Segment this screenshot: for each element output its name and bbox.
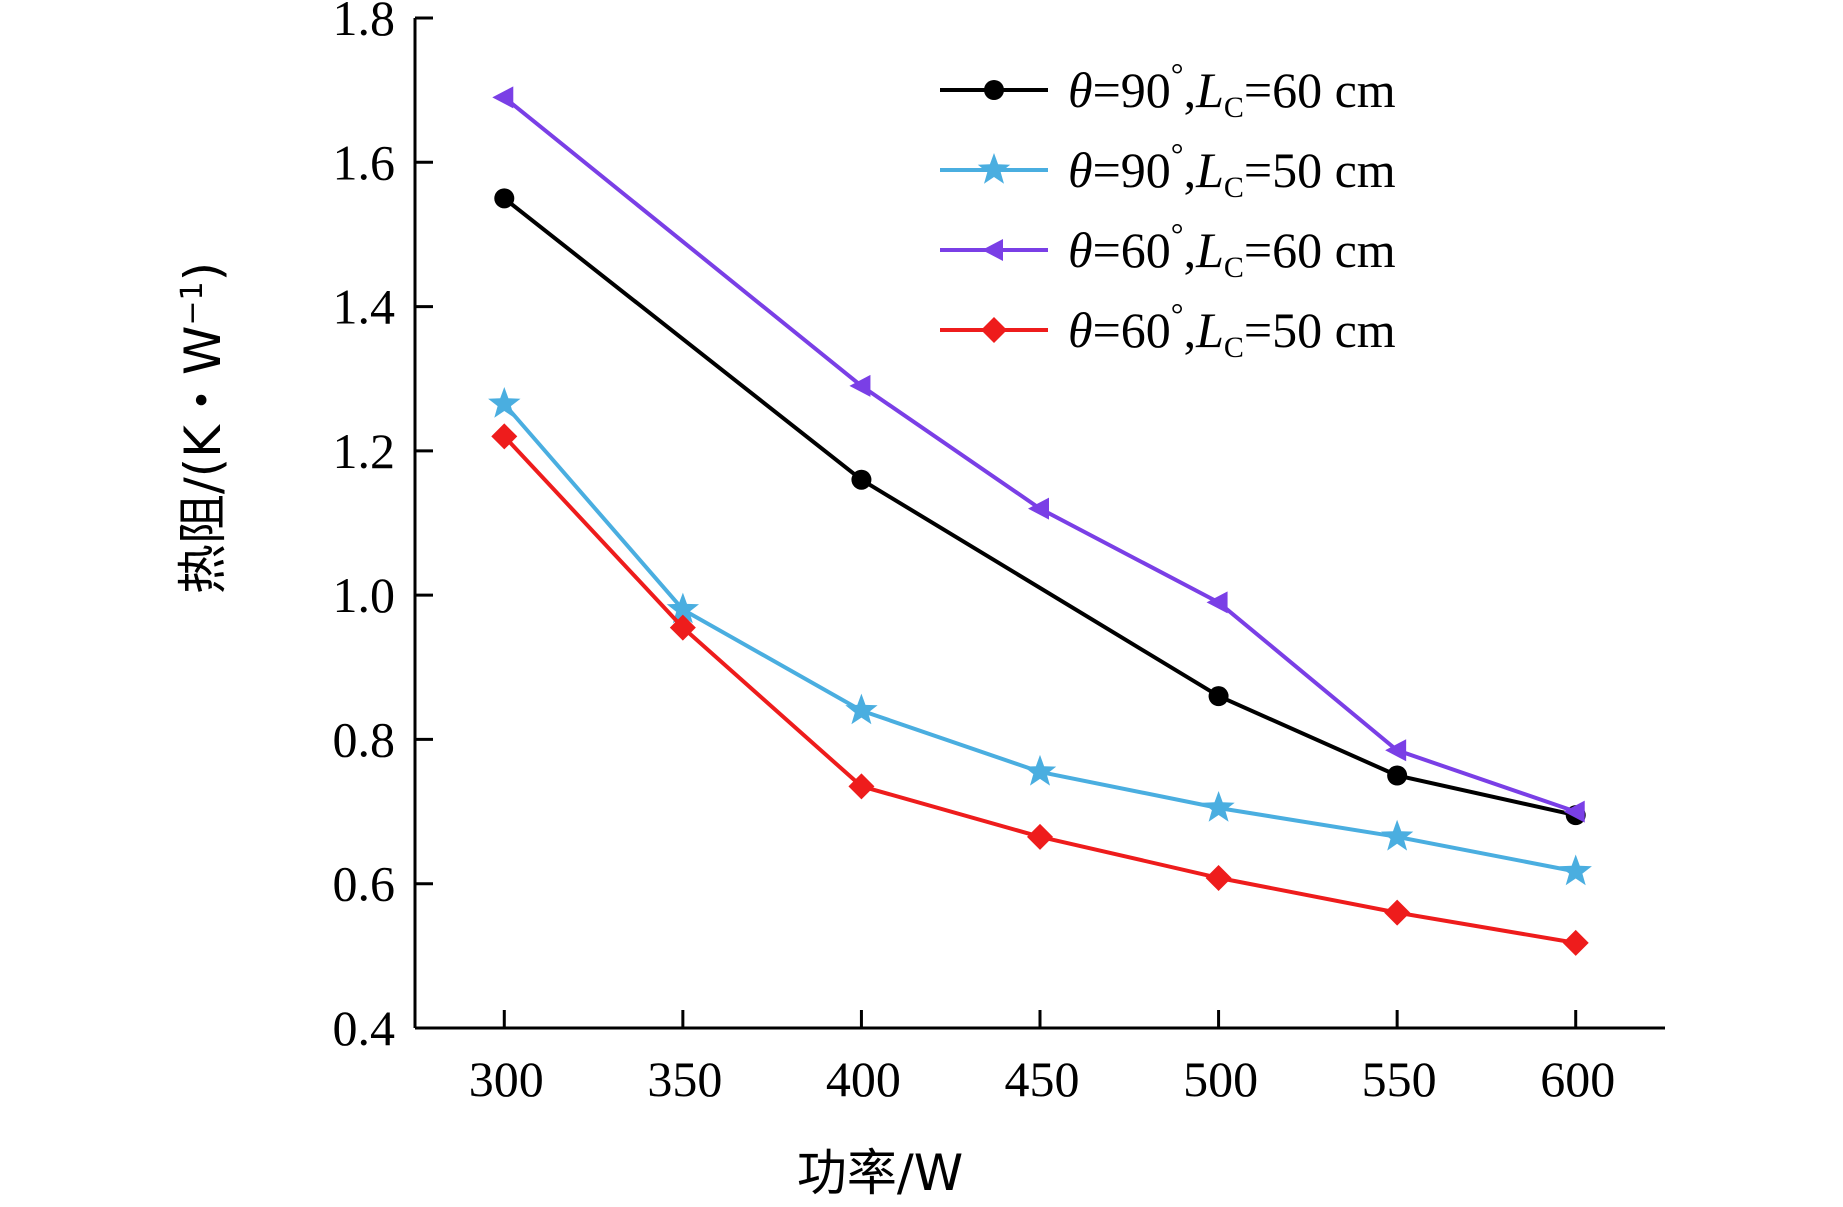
y-tick-label: 1.6	[333, 134, 396, 190]
data-point	[1023, 754, 1057, 786]
data-point	[1387, 765, 1408, 786]
y-tick-label: 1.0	[333, 567, 396, 623]
data-point	[1385, 739, 1407, 762]
data-point	[1381, 819, 1414, 851]
data-point	[851, 469, 872, 490]
legend-label-part: ,	[1184, 222, 1197, 278]
data-point	[1208, 686, 1229, 707]
legend-label-part: =60	[1093, 302, 1171, 358]
legend-label-part: °	[1171, 296, 1184, 332]
x-tick-label: 550	[1362, 1051, 1437, 1107]
legend: θ=90°,LC=60 cmθ=90°,LC=50 cmθ=60°,LC=60 …	[940, 56, 1396, 364]
y-tick-label: 1.4	[333, 279, 396, 335]
legend-label-part: ,	[1184, 62, 1197, 118]
legend-label-part: C	[1224, 331, 1244, 364]
series-layer	[488, 86, 1592, 956]
legend-label-part: C	[1224, 91, 1244, 124]
x-tick-label: 300	[469, 1051, 544, 1107]
legend-label-part: θ	[1068, 142, 1093, 198]
legend-label-part: °	[1171, 136, 1184, 172]
y-tick-label: 1.2	[333, 423, 396, 479]
legend-entry: θ=60°,LC=50 cm	[940, 296, 1396, 364]
data-point	[492, 86, 514, 109]
y-axis-title-main: 热阻/(K・W	[174, 326, 232, 595]
series-4	[491, 423, 1589, 956]
legend-label-part: C	[1224, 171, 1244, 204]
y-tick-label: 0.4	[333, 1000, 396, 1056]
legend-entry: θ=60°,LC=60 cm	[940, 216, 1396, 284]
legend-marker	[981, 317, 1007, 343]
series-2	[488, 387, 1592, 886]
data-point	[1559, 854, 1592, 886]
y-axis-title-exponent: −1	[175, 281, 210, 325]
axes: 0.4 0.6 0.8 1.0 1.2 1.4 1.6 1.8 300 350 400 450 500 5…	[333, 0, 1665, 1107]
data-point	[849, 374, 871, 397]
data-point	[1563, 800, 1585, 823]
legend-label: θ=60°,LC=60 cm	[1068, 216, 1396, 284]
legend-entry: θ=90°,LC=60 cm	[940, 56, 1396, 124]
data-point	[494, 188, 515, 209]
legend-label-part: L	[1195, 222, 1224, 278]
legend-label-part: θ	[1068, 302, 1093, 358]
y-axis-title: 热阻/(K・W−1)	[174, 262, 232, 594]
legend-label-part: θ	[1068, 62, 1093, 118]
data-point	[1205, 864, 1232, 891]
series-3	[492, 86, 1585, 823]
x-tick-label: 450	[1005, 1051, 1080, 1107]
legend-label-part: L	[1195, 62, 1224, 118]
legend-label-part: =90	[1093, 62, 1171, 118]
legend-label-part: C	[1224, 251, 1244, 284]
data-point	[1384, 899, 1411, 926]
data-point	[1206, 591, 1228, 614]
series-line	[503, 95, 1577, 814]
legend-label-part: °	[1171, 56, 1184, 92]
y-tick-label: 0.8	[333, 711, 396, 767]
legend-label-part: L	[1195, 302, 1224, 358]
x-tick-label: 600	[1540, 1051, 1615, 1107]
legend-label-part: ,	[1184, 142, 1197, 198]
x-tick-label: 350	[647, 1051, 722, 1107]
legend-label: θ=90°,LC=50 cm	[1068, 136, 1396, 204]
data-point	[666, 592, 699, 624]
data-point	[1202, 791, 1235, 822]
x-axis-title: 功率/W	[797, 1144, 963, 1202]
x-tick-label: 400	[826, 1051, 901, 1107]
legend-label-part: °	[1171, 216, 1184, 252]
data-point	[1027, 823, 1053, 850]
legend-label-part: =90	[1093, 142, 1171, 198]
legend-label: θ=60°,LC=50 cm	[1068, 296, 1396, 364]
legend-marker	[984, 80, 1004, 100]
legend-label-part: =50 cm	[1244, 142, 1396, 198]
legend-label-part: =60 cm	[1244, 62, 1396, 118]
data-point	[488, 387, 521, 418]
legend-label-part: L	[1195, 142, 1224, 198]
y-tick-label: 0.6	[333, 856, 396, 912]
data-point	[1028, 497, 1049, 520]
legend-marker	[977, 153, 1011, 184]
series-line	[502, 402, 1577, 874]
data-point	[848, 773, 875, 800]
legend-label-part: θ	[1068, 222, 1093, 278]
legend-label: θ=90°,LC=60 cm	[1068, 56, 1396, 124]
legend-label-part: =50 cm	[1244, 302, 1396, 358]
y-axis-title-close: )	[174, 262, 232, 282]
legend-entry: θ=90°,LC=50 cm	[940, 136, 1396, 204]
data-point	[845, 693, 878, 725]
x-tick-label: 500	[1183, 1051, 1258, 1107]
data-point	[669, 614, 696, 641]
legend-label-part: ,	[1184, 302, 1197, 358]
legend-label-part: =60 cm	[1244, 222, 1396, 278]
data-point	[1562, 929, 1589, 956]
data-point	[491, 423, 518, 450]
legend-label-part: =60	[1093, 222, 1171, 278]
y-tick-label: 1.8	[333, 0, 396, 46]
legend-marker	[982, 239, 1003, 261]
